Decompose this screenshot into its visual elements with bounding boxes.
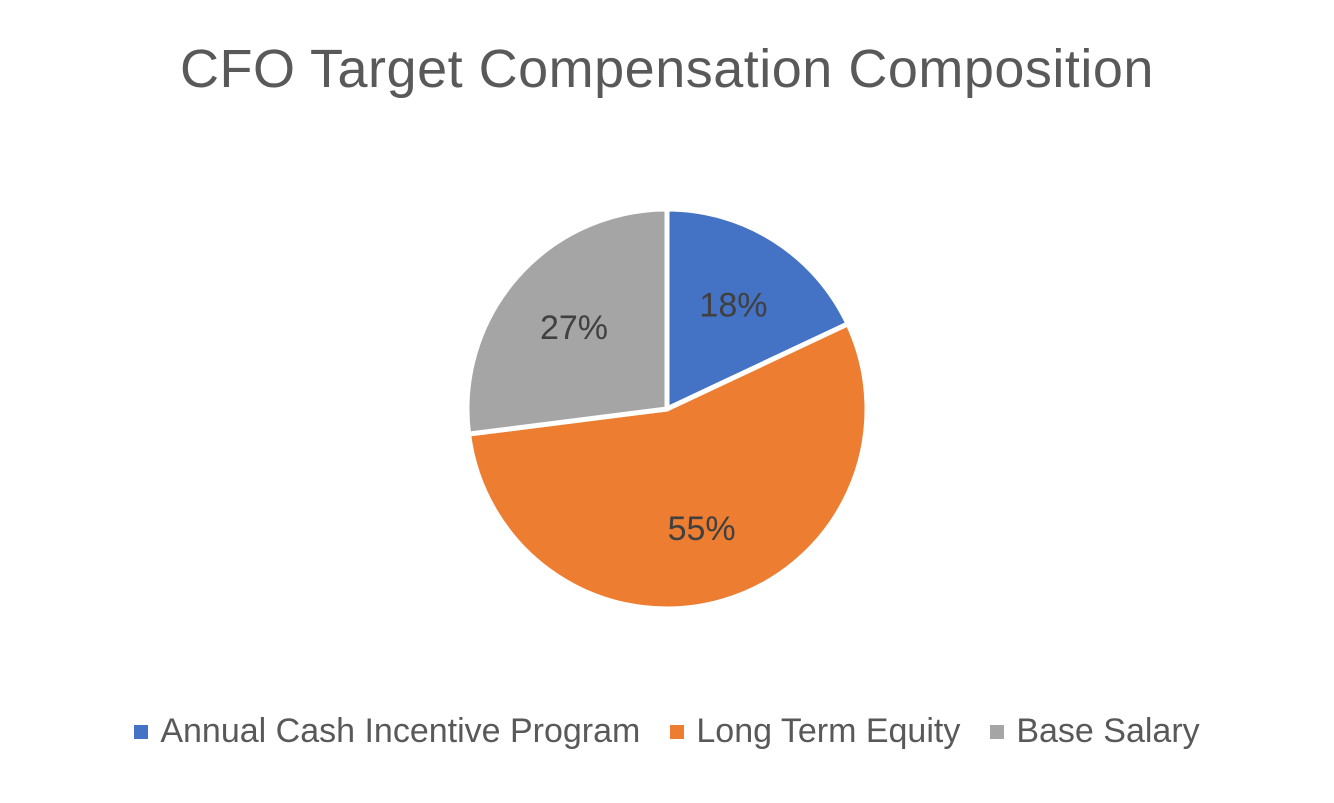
legend-swatch-gray	[990, 724, 1005, 739]
data-label: 18%	[699, 286, 767, 324]
legend-item-base-salary: Base Salary	[990, 712, 1200, 751]
data-label: 27%	[540, 309, 608, 347]
legend-label: Long Term Equity	[696, 712, 961, 750]
slice-long-term-equity	[466, 321, 870, 612]
legend-swatch-blue	[134, 724, 149, 739]
legend-label: Annual Cash Incentive Program	[160, 712, 641, 750]
legend-item-long-term-equity: Long Term Equity	[670, 712, 960, 751]
data-label: 55%	[668, 510, 736, 548]
slice-annual-cash	[664, 206, 851, 412]
legend-label: Base Salary	[1016, 712, 1200, 750]
legend-swatch-orange	[670, 724, 685, 739]
legend: Annual Cash Incentive Program Long Term …	[0, 712, 1334, 751]
slice-base-salary	[464, 206, 670, 437]
chart-title: CFO Target Compensation Composition	[180, 39, 1154, 99]
legend-item-annual-cash: Annual Cash Incentive Program	[134, 712, 640, 751]
